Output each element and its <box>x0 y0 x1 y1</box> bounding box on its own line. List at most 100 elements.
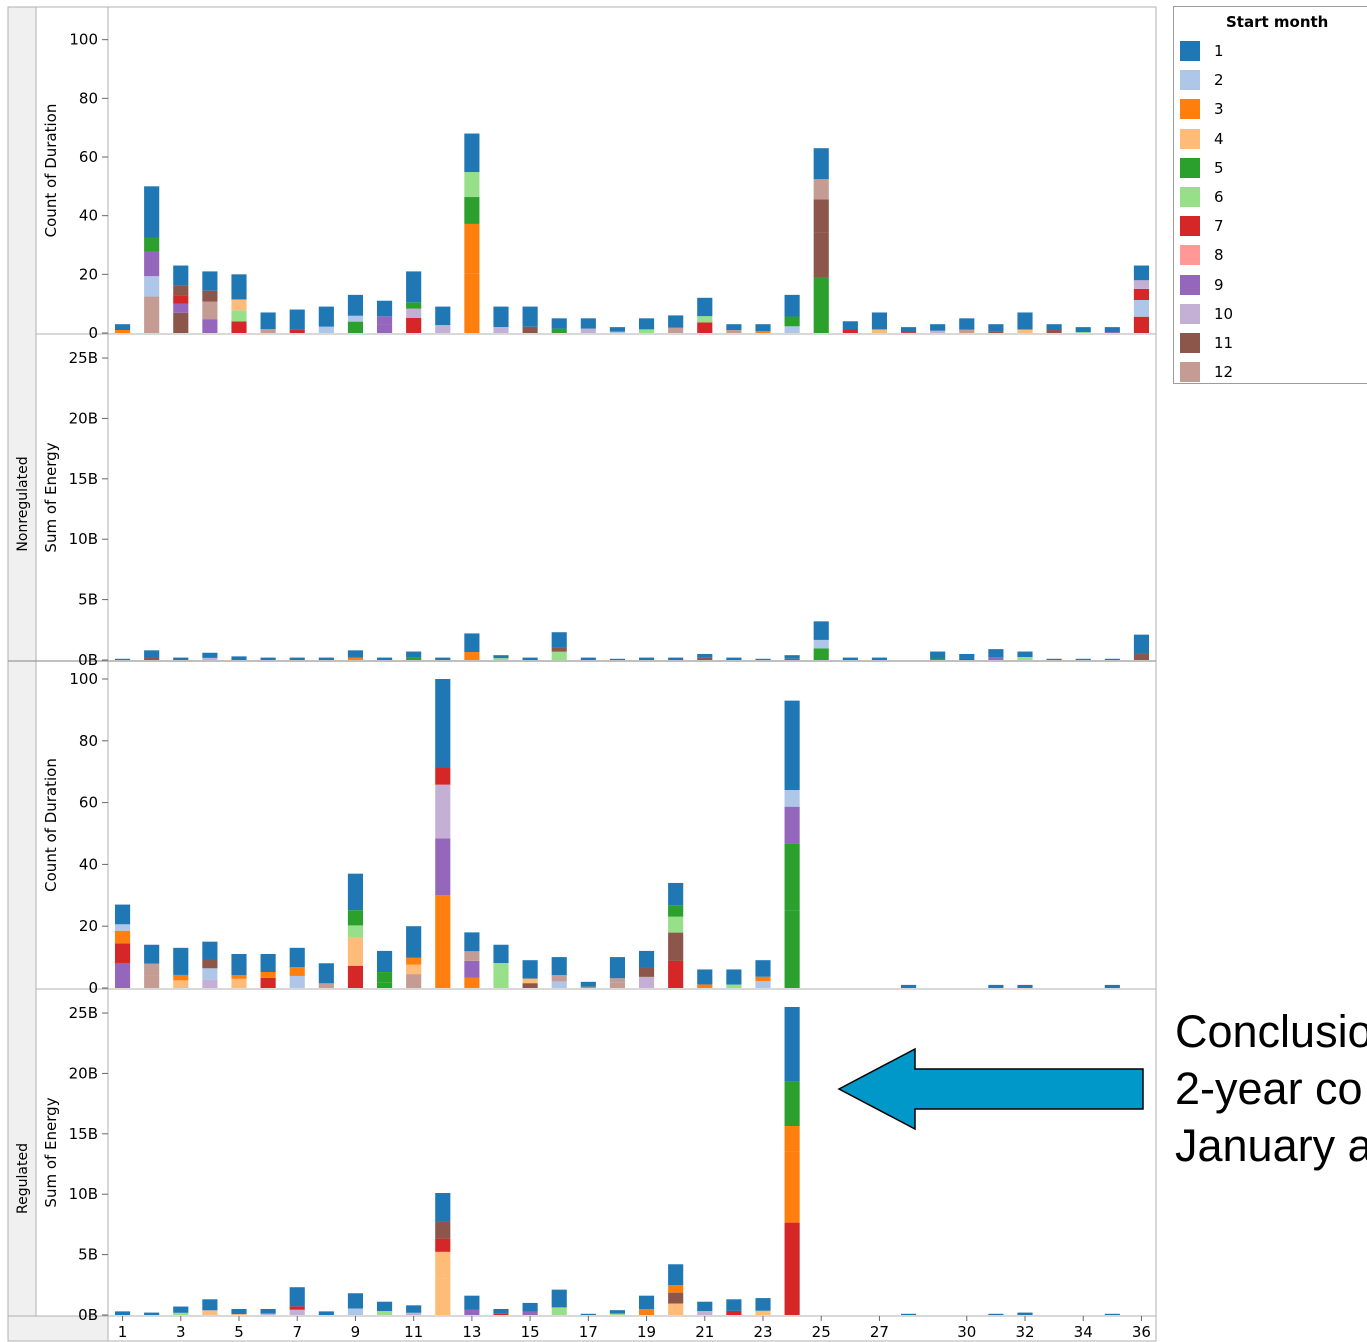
bar-segment <box>668 882 684 906</box>
x-tick-label: 25 <box>812 1323 831 1341</box>
bar-segment <box>668 327 684 333</box>
bar-segment <box>900 1313 917 1315</box>
legend-item-7: 7 <box>1180 216 1360 238</box>
legend-swatch <box>1180 157 1200 178</box>
bar-segment <box>289 1306 305 1310</box>
y-axis-label: Sum of Energy <box>42 1097 60 1207</box>
bar-segment <box>173 295 189 304</box>
bar-segment <box>144 657 160 660</box>
bar-segment <box>668 905 684 917</box>
bar-segment <box>347 315 364 322</box>
bar-segment <box>464 1309 480 1315</box>
bar-segment <box>959 653 975 659</box>
x-tick-label: 36 <box>1132 1323 1151 1341</box>
bar-segment <box>1104 1313 1120 1315</box>
bar-segment <box>988 984 1004 988</box>
legend-swatch <box>1180 333 1200 353</box>
bar-segment <box>318 326 334 333</box>
bar-segment <box>114 658 131 660</box>
bar-segment <box>435 767 451 785</box>
bar-segment <box>697 969 713 985</box>
bar-segment <box>1104 332 1120 333</box>
legend-swatch <box>1180 70 1200 91</box>
bar-segment <box>551 328 567 333</box>
bar-segment <box>406 974 422 988</box>
annotation-line-3: January a <box>1175 1120 1367 1171</box>
bar-segment <box>173 980 189 988</box>
bar-segment <box>609 978 626 983</box>
bar-segment <box>435 1278 451 1315</box>
bar-segment <box>464 133 480 173</box>
bar-segment <box>260 312 276 330</box>
legend-item-11: 11 <box>1180 333 1360 355</box>
bar-segment <box>202 959 218 969</box>
bar-segment <box>202 657 218 660</box>
bar-segment <box>464 977 480 988</box>
bar-segment <box>114 330 131 333</box>
y-tick-label: 25B <box>69 1004 98 1022</box>
x-axis-area <box>107 1315 1157 1342</box>
y-tick-label: 10B <box>69 530 98 548</box>
bar-segment <box>755 1298 771 1311</box>
bar-segment <box>493 306 509 328</box>
bar-segment <box>231 1308 247 1315</box>
bar-segment <box>726 1299 742 1311</box>
bar-segment <box>173 974 189 981</box>
bar-segment <box>522 657 538 660</box>
bar-segment <box>144 1312 160 1315</box>
bar-segment <box>1104 658 1120 660</box>
bar-segment <box>755 981 771 988</box>
x-tick-label: 21 <box>695 1323 714 1341</box>
bar-segment <box>522 306 538 327</box>
bar-segment <box>231 321 247 333</box>
bar-segment <box>435 1251 451 1279</box>
bar-segment <box>202 979 218 988</box>
bar-segment <box>1046 324 1062 330</box>
bar-segment <box>173 312 189 333</box>
legend-label: 4 <box>1214 129 1224 148</box>
bar-segment <box>609 1310 626 1314</box>
bar-segment <box>609 982 626 988</box>
bar-segment <box>1133 265 1150 281</box>
bar-segment <box>638 329 655 333</box>
bar-segment <box>784 910 800 988</box>
bar-segment <box>260 1308 276 1314</box>
bar-segment <box>318 983 334 988</box>
bar-segment <box>900 984 917 988</box>
bar-segment <box>697 657 713 660</box>
bar-segment <box>202 652 218 658</box>
bar-segment <box>231 974 247 979</box>
bar-segment <box>551 318 567 329</box>
bar-segment <box>609 1313 626 1315</box>
bar-segment <box>347 650 364 658</box>
bar-segment <box>173 1312 189 1315</box>
bar-segment <box>435 1221 451 1239</box>
bar-segment <box>813 648 829 660</box>
bar-segment <box>406 1305 422 1313</box>
legend: Start month 1 2 3 4 5 6 7 8 9 10 11 12 <box>1173 6 1367 384</box>
bar-segment <box>493 327 509 333</box>
bar-segment <box>784 326 800 333</box>
bar-segment <box>347 910 364 926</box>
bar-segment <box>144 975 160 988</box>
bar-segment <box>842 321 858 330</box>
bar-segment <box>522 960 538 979</box>
x-tick-label: 23 <box>753 1323 772 1341</box>
bar-segment <box>173 285 189 296</box>
legend-swatch <box>1180 274 1200 295</box>
bar-segment <box>114 943 131 963</box>
bar-segment <box>522 326 538 333</box>
x-tick-label: 1 <box>118 1323 128 1341</box>
bar-segment <box>638 976 655 988</box>
y-axis-label: Sum of Energy <box>42 442 60 552</box>
bar-segment <box>260 1313 276 1315</box>
bar-segment <box>1075 332 1091 333</box>
bar-segment <box>755 324 771 332</box>
bar-segment <box>464 1295 480 1310</box>
bar-segment <box>144 650 160 658</box>
bar-segment <box>376 657 393 660</box>
legend-swatch <box>1180 303 1200 324</box>
bar-segment <box>406 657 422 660</box>
bar-segment <box>726 1310 742 1315</box>
bar-segment <box>1133 288 1150 301</box>
